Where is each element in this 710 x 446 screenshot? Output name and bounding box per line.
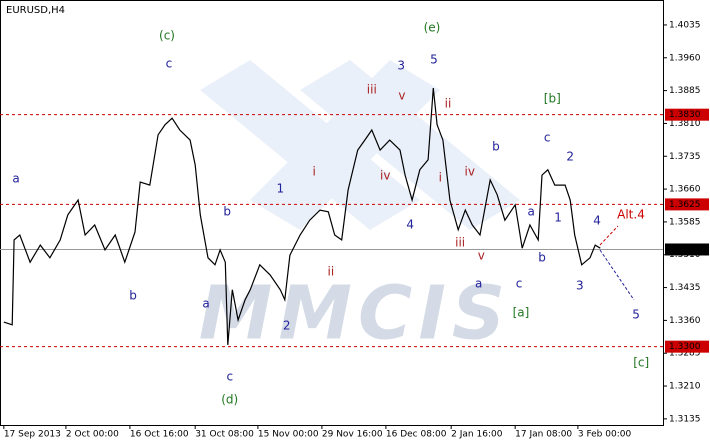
wave-label: iii xyxy=(367,83,377,97)
wave-label: 3 xyxy=(397,59,405,73)
level-label: 1.3830 xyxy=(669,110,701,120)
x-tick-label: 16 Oct 16:00 xyxy=(130,430,189,440)
x-tick-label: 3 Feb 00:00 xyxy=(578,430,632,440)
y-tick-label: 1.3435 xyxy=(669,283,701,293)
y-tick-label: 1.3360 xyxy=(669,316,701,326)
wave-label: (e) xyxy=(424,21,441,35)
x-tick-label: 15 Nov 00:00 xyxy=(258,430,319,440)
wave-label: 2 xyxy=(566,150,574,164)
wave-label: 5 xyxy=(430,52,438,66)
wave-label: v xyxy=(398,88,405,102)
wave-label: [b] xyxy=(544,91,561,105)
y-tick-label: 1.3960 xyxy=(669,53,701,63)
level-label: 1.3300 xyxy=(669,342,701,352)
plot-layer: 1.31351.32101.32851.33601.34351.35101.35… xyxy=(0,20,709,440)
wave-label: [c] xyxy=(633,355,649,369)
wave-label: Alt.4 xyxy=(617,207,645,221)
wave-label: ii xyxy=(328,264,335,278)
level-label: 1.3625 xyxy=(669,200,701,210)
wave-label: b xyxy=(223,204,231,218)
wave-label: c xyxy=(166,56,173,70)
wave-label: 1 xyxy=(554,210,562,224)
wave-label: iii xyxy=(455,235,465,249)
main-projection xyxy=(599,249,635,301)
y-tick-label: 1.3585 xyxy=(669,217,701,227)
x-tick-label: 29 Nov 16:00 xyxy=(322,430,383,440)
y-tick-label: 1.4035 xyxy=(669,20,701,30)
wave-label: b xyxy=(129,288,137,302)
watermark-logo xyxy=(200,60,520,230)
alt-projection xyxy=(599,225,619,246)
y-tick-label: 1.3285 xyxy=(669,349,701,359)
x-tick-label: 17 Jan 08:00 xyxy=(515,430,572,440)
wave-label: a xyxy=(527,204,534,218)
wave-label: b xyxy=(538,250,546,264)
wave-label: 5 xyxy=(632,308,640,322)
wave-label: 1 xyxy=(276,182,284,196)
price-line xyxy=(3,87,601,345)
x-tick-label: 2 Jan 16:00 xyxy=(451,430,503,440)
watermark: MMCIS xyxy=(199,271,511,357)
wave-label: a xyxy=(12,172,19,186)
level-label-box xyxy=(665,340,709,353)
wave-label: 3 xyxy=(576,278,584,292)
x-tick-label: 16 Dec 08:00 xyxy=(386,430,447,440)
wave-label: ii xyxy=(445,97,452,111)
level-label: 1.3522 xyxy=(669,245,701,255)
wave-label: iv xyxy=(465,165,475,179)
y-tick-label: 1.3210 xyxy=(669,382,701,392)
wave-label: 2 xyxy=(283,319,291,333)
chart-title: EURUSD,H4 xyxy=(6,5,65,16)
wave-label: (d) xyxy=(221,393,238,407)
wave-label: i xyxy=(439,171,442,185)
wave-label: [a] xyxy=(513,305,530,319)
wave-label: a xyxy=(475,277,482,291)
plot-frame xyxy=(0,0,664,426)
level-label-box xyxy=(665,108,709,121)
wave-label: c xyxy=(516,277,523,291)
x-tick-label: 17 Sep 2013 xyxy=(4,430,61,440)
wave-label: i xyxy=(313,165,316,179)
y-tick-label: 1.3735 xyxy=(669,152,701,162)
level-label-box xyxy=(665,198,709,211)
wave-label: c xyxy=(226,369,233,383)
y-tick-label: 1.3885 xyxy=(669,86,701,96)
wave-label: 4 xyxy=(406,217,414,231)
y-tick-label: 1.3135 xyxy=(669,414,701,424)
x-tick-label: 31 Oct 08:00 xyxy=(195,430,254,440)
wave-label: 4 xyxy=(593,214,601,228)
wave-label: iv xyxy=(380,168,390,182)
wave-label: (c) xyxy=(159,28,175,42)
level-label-box xyxy=(665,243,709,256)
wave-label: b xyxy=(492,140,500,154)
y-tick-label: 1.3810 xyxy=(669,119,701,129)
y-tick-label: 1.3660 xyxy=(669,185,701,195)
x-tick-label: 2 Oct 00:00 xyxy=(66,430,119,440)
wave-label: v xyxy=(478,249,485,263)
wave-label: c xyxy=(544,130,551,144)
wave-label: a xyxy=(202,297,209,311)
